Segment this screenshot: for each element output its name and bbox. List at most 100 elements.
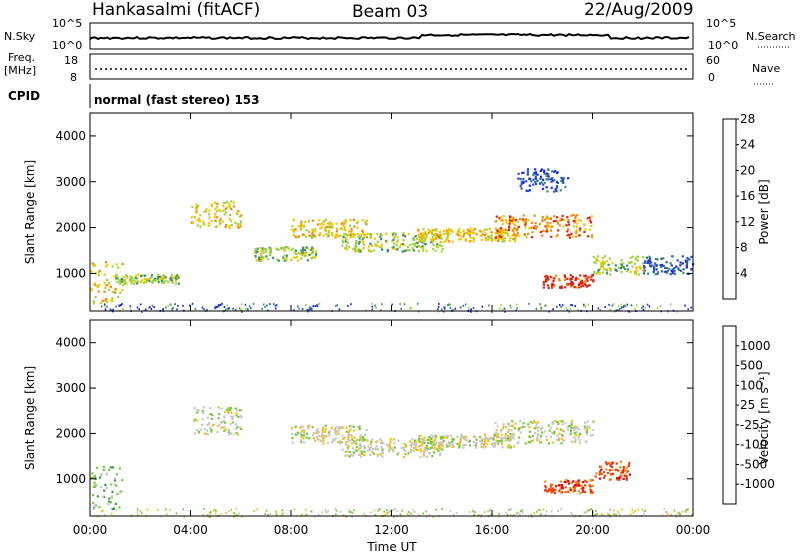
power-ground-cell	[571, 304, 573, 307]
velocity-cell	[358, 448, 361, 451]
velocity-cell	[354, 440, 357, 443]
power-cell	[419, 236, 422, 239]
power-cell	[570, 280, 573, 283]
power-cell	[630, 260, 633, 264]
velocity-cell	[224, 428, 227, 431]
velocity-cell	[206, 429, 209, 432]
power-cell	[171, 281, 174, 284]
velocity-ground-cell	[617, 510, 619, 513]
power-cell	[217, 209, 220, 212]
power-ground-cell	[226, 304, 229, 307]
power-cell	[571, 275, 574, 278]
power-ground-cell	[177, 305, 179, 307]
velocity-cell	[330, 441, 334, 444]
velocity-cell	[569, 487, 572, 490]
power-cell	[508, 222, 511, 225]
velocity-cell	[579, 432, 582, 435]
power-cell	[545, 228, 549, 231]
velocity-ground-cell	[235, 513, 238, 516]
power-cell	[512, 233, 515, 236]
velocity-cell	[425, 444, 428, 447]
power-cell	[420, 239, 423, 242]
power-ground-cell	[194, 307, 197, 310]
velocity-cell	[529, 420, 532, 424]
power-cell	[562, 225, 565, 228]
power-cell	[329, 221, 332, 224]
power-cell	[348, 230, 351, 233]
velocity-cell	[537, 439, 540, 442]
power-ground-cell	[611, 304, 614, 307]
velocity-cell	[105, 472, 108, 475]
power-cell	[357, 242, 361, 245]
velocity-cell	[563, 491, 567, 494]
power-cell	[304, 220, 307, 223]
power-ground-cell	[170, 303, 172, 306]
velocity-cell	[441, 441, 444, 444]
velocity-cell	[393, 438, 396, 441]
velocity-ground-cell	[309, 510, 312, 513]
velocity-cell	[334, 430, 337, 433]
velocity-cell	[355, 442, 358, 445]
power-ground-cell	[544, 304, 546, 307]
velocity-cell	[590, 489, 593, 492]
velocity-cell	[301, 429, 304, 432]
power-cell	[352, 248, 355, 251]
velocity-cell	[507, 424, 511, 427]
power-cell	[549, 275, 552, 278]
velocity-cell	[443, 437, 446, 440]
power-cell	[571, 284, 574, 287]
power-ground-cell	[119, 304, 121, 307]
velocity-cell	[430, 436, 433, 439]
power-cell	[134, 276, 137, 280]
power-cell	[670, 269, 673, 273]
power-cell	[607, 263, 610, 266]
power-cell	[465, 231, 468, 234]
power-cell	[575, 229, 578, 232]
power-cell	[597, 255, 600, 258]
velocity-ground-cell	[631, 509, 633, 511]
power-cell	[530, 221, 534, 224]
velocity-cell	[114, 502, 117, 505]
power-cell	[525, 189, 528, 192]
velocity-cell	[563, 480, 566, 484]
velocity-cell	[299, 426, 302, 429]
velocity-cell	[381, 451, 385, 455]
velocity-cell	[412, 449, 415, 453]
power-cell	[323, 220, 326, 223]
station-title: Hankasalmi (fitACF)	[92, 0, 260, 20]
velocity-cell	[416, 449, 419, 452]
power-cell	[634, 257, 637, 260]
power-cell	[531, 236, 534, 239]
velocity-cell	[446, 436, 449, 439]
power-cell	[441, 247, 444, 250]
velocity-ground-cell	[321, 511, 324, 514]
power-cell	[556, 216, 559, 219]
velocity-ground-cell	[136, 511, 139, 514]
power-cell	[314, 254, 317, 257]
power-cell	[115, 278, 118, 281]
velocity-ylabel: Slant Range [km]	[23, 366, 37, 470]
power-cell	[324, 227, 327, 230]
velocity-cell	[422, 440, 425, 443]
velocity-cell	[359, 434, 362, 437]
power-cell	[540, 168, 543, 171]
power-cell	[362, 243, 365, 246]
power-cell	[655, 257, 658, 261]
power-cell	[366, 232, 369, 235]
power-cell	[159, 275, 162, 278]
velocity-cell	[209, 407, 212, 410]
power-cell	[386, 250, 389, 253]
power-cell	[233, 205, 236, 208]
velocity-cell	[380, 446, 383, 449]
power-cell	[373, 237, 376, 240]
velocity-cell	[575, 427, 578, 430]
power-cell	[532, 183, 535, 186]
power-cell	[269, 247, 272, 250]
power-cell	[106, 263, 109, 266]
power-ground-cell	[145, 308, 147, 311]
power-cell	[651, 264, 654, 267]
velocity-cell	[475, 441, 478, 444]
power-cell	[403, 244, 406, 247]
power-cell	[600, 263, 603, 267]
power-cell	[98, 269, 101, 272]
